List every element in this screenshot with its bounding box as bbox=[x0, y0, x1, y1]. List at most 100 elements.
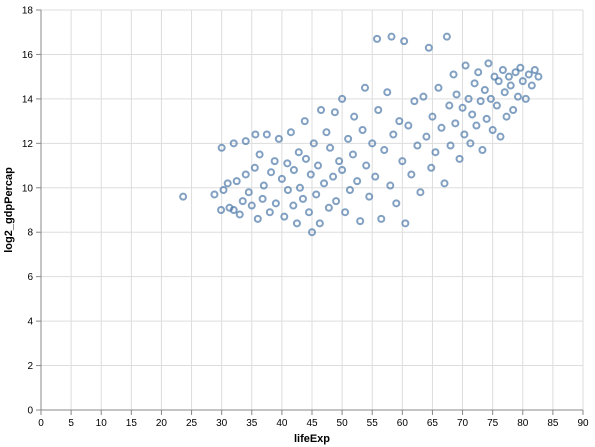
x-tick-label: 55 bbox=[367, 418, 379, 429]
data-point bbox=[530, 66, 539, 74]
data-point bbox=[458, 103, 467, 112]
data-point bbox=[250, 163, 259, 172]
data-point bbox=[488, 126, 497, 134]
data-point bbox=[314, 161, 323, 170]
data-point bbox=[229, 206, 238, 214]
data-point bbox=[238, 197, 247, 206]
x-tick-label: 50 bbox=[337, 418, 349, 429]
data-point bbox=[527, 81, 536, 90]
data-point bbox=[210, 190, 219, 199]
data-point bbox=[294, 148, 303, 157]
data-point bbox=[442, 32, 451, 41]
data-point bbox=[464, 94, 473, 103]
data-point bbox=[235, 210, 244, 219]
data-point bbox=[179, 192, 188, 201]
data-point bbox=[451, 119, 460, 128]
data-point bbox=[258, 194, 267, 203]
data-point bbox=[371, 172, 380, 181]
data-point bbox=[360, 83, 369, 92]
x-tick-label: 10 bbox=[96, 418, 108, 429]
data-point bbox=[480, 86, 489, 94]
data-point bbox=[416, 188, 425, 197]
data-point bbox=[449, 70, 458, 79]
data-point bbox=[500, 88, 509, 97]
data-point bbox=[232, 177, 241, 186]
data-point bbox=[428, 112, 437, 121]
data-point bbox=[289, 166, 298, 174]
data-point bbox=[468, 110, 477, 119]
data-point bbox=[434, 83, 443, 92]
y-axis-title: log2_gdpPercap bbox=[3, 167, 15, 253]
data-point bbox=[241, 137, 250, 146]
data-point bbox=[410, 97, 419, 106]
data-point bbox=[362, 161, 371, 170]
y-tick-label: 12 bbox=[22, 139, 34, 150]
x-tick-label: 75 bbox=[487, 418, 499, 429]
data-point bbox=[244, 188, 253, 197]
data-point bbox=[373, 34, 382, 43]
data-point bbox=[330, 108, 339, 117]
data-point bbox=[452, 90, 461, 99]
data-point bbox=[283, 159, 292, 168]
data-point bbox=[265, 208, 274, 217]
data-points bbox=[179, 32, 543, 237]
data-point bbox=[413, 141, 422, 150]
data-point bbox=[247, 201, 256, 210]
x-tick-label: 15 bbox=[126, 418, 138, 429]
data-point bbox=[286, 128, 295, 137]
data-point bbox=[241, 170, 250, 179]
data-point bbox=[217, 206, 226, 214]
data-point bbox=[338, 166, 347, 174]
data-point bbox=[476, 97, 485, 106]
x-tick-label: 70 bbox=[457, 418, 469, 429]
data-point bbox=[518, 77, 527, 86]
x-tick-label: 60 bbox=[397, 418, 409, 429]
data-point bbox=[356, 217, 365, 226]
data-point bbox=[506, 81, 515, 90]
data-point bbox=[398, 157, 407, 166]
data-point bbox=[315, 219, 324, 228]
data-point bbox=[295, 183, 304, 192]
data-point bbox=[486, 94, 495, 103]
data-point bbox=[338, 94, 347, 103]
data-point bbox=[419, 92, 428, 101]
data-point bbox=[511, 68, 520, 77]
data-point bbox=[353, 177, 362, 186]
grid bbox=[40, 9, 584, 411]
y-tick-label: 0 bbox=[27, 406, 33, 417]
data-point bbox=[521, 94, 530, 103]
data-point bbox=[271, 199, 280, 208]
data-point bbox=[496, 132, 505, 141]
data-point bbox=[387, 32, 396, 41]
data-point bbox=[474, 68, 483, 77]
x-tick-label: 30 bbox=[216, 418, 228, 429]
data-point bbox=[380, 146, 389, 154]
data-point bbox=[404, 121, 413, 130]
data-point bbox=[395, 117, 404, 126]
x-axis-title: lifeExp bbox=[294, 433, 330, 445]
data-point bbox=[422, 132, 431, 141]
data-point bbox=[455, 154, 464, 163]
x-tick-label: 85 bbox=[547, 418, 559, 429]
data-point bbox=[277, 174, 286, 183]
y-tick-label: 6 bbox=[27, 272, 33, 283]
data-point bbox=[484, 59, 493, 68]
data-point bbox=[461, 61, 470, 70]
data-point bbox=[504, 72, 513, 81]
data-point bbox=[309, 139, 318, 148]
x-tick-label: 80 bbox=[517, 418, 529, 429]
data-point bbox=[516, 63, 525, 72]
data-point bbox=[322, 128, 331, 137]
data-point bbox=[358, 126, 367, 134]
data-point bbox=[350, 112, 359, 121]
data-point bbox=[251, 130, 260, 139]
data-point bbox=[219, 186, 228, 194]
data-point bbox=[482, 114, 491, 123]
data-point bbox=[326, 143, 335, 152]
data-point bbox=[259, 181, 268, 190]
data-point bbox=[217, 143, 226, 152]
data-point bbox=[509, 106, 518, 114]
data-point bbox=[304, 208, 313, 217]
y-tick-label: 10 bbox=[22, 183, 34, 194]
data-point bbox=[312, 190, 321, 199]
